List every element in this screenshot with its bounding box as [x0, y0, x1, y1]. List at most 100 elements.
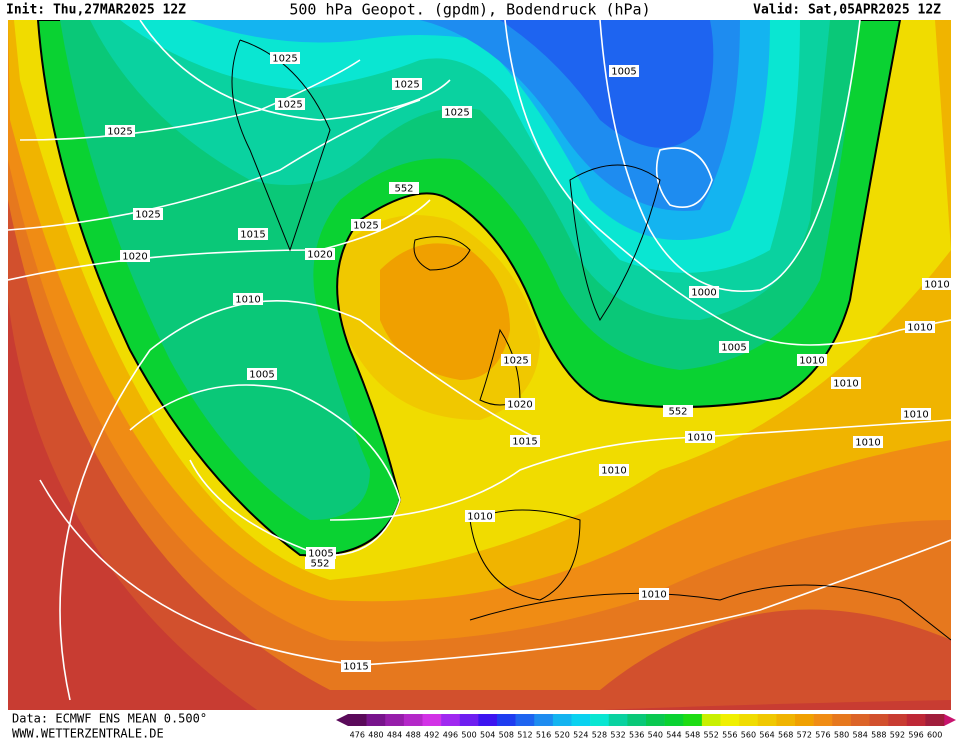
data-source: Data: ECMWF ENS MEAN 0.500°	[12, 712, 207, 726]
scale-swatch	[850, 714, 870, 726]
contour-label: 1025	[272, 54, 297, 65]
africa-coast	[469, 584, 951, 641]
scale-label: 572	[797, 731, 812, 740]
scale-label: 560	[741, 731, 756, 740]
contour-label: 1005	[721, 343, 746, 354]
contour-label: 1010	[687, 433, 712, 444]
scale-label: 520	[555, 731, 570, 740]
label-box	[719, 341, 749, 353]
label-box	[270, 52, 300, 64]
label-box	[685, 431, 715, 443]
label-box	[831, 377, 861, 389]
scale-swatch	[348, 714, 367, 726]
contour-label: 1010	[907, 323, 932, 334]
scale-swatch	[869, 714, 889, 726]
scale-swatch	[478, 714, 498, 726]
scale-arrow-high	[944, 714, 956, 726]
scale-label: 540	[648, 731, 663, 740]
contour-label: 1025	[107, 127, 132, 138]
contour-label: 1025	[135, 210, 160, 221]
scale-label: 600	[927, 731, 942, 740]
label-box	[306, 547, 336, 559]
scale-swatch	[385, 714, 405, 726]
scale-swatch	[608, 714, 628, 726]
scale-swatch	[441, 714, 461, 726]
scale-label: 596	[908, 731, 923, 740]
label-box	[510, 435, 540, 447]
contour-label: 1025	[444, 108, 469, 119]
scale-label: 508	[499, 731, 514, 740]
isobar	[129, 384, 401, 557]
label-box	[609, 65, 639, 77]
valid-time: Valid: Sat,05APR2025 12Z	[753, 3, 941, 18]
label-box	[901, 408, 931, 420]
scale-label: 548	[685, 731, 700, 740]
contour-label: 1010	[601, 466, 626, 477]
scale-swatch	[515, 714, 535, 726]
label-box	[238, 228, 268, 240]
coastlines	[231, 39, 951, 641]
scale-swatch	[534, 714, 554, 726]
isobar	[19, 59, 361, 141]
contour-label: 1005	[308, 549, 333, 560]
isobar	[139, 20, 451, 121]
contour-label: 552	[394, 184, 413, 195]
scale-swatch	[832, 714, 852, 726]
scale-label: 584	[853, 731, 868, 740]
scale-label: 568	[778, 731, 793, 740]
label-box	[465, 510, 495, 522]
label-box	[922, 278, 951, 290]
scale-swatch	[925, 714, 945, 726]
scale-swatch	[422, 714, 442, 726]
contour-label: 1020	[307, 250, 332, 261]
scale-label: 580	[834, 731, 849, 740]
scale-swatch	[683, 714, 703, 726]
scale-swatch	[739, 714, 759, 726]
scale-swatch	[888, 714, 908, 726]
scale-label: 576	[815, 731, 830, 740]
label-box	[599, 464, 629, 476]
greenland-coast	[231, 39, 331, 252]
label-box	[305, 248, 335, 260]
init-time: Init: Thu,27MAR2025 12Z	[6, 3, 186, 18]
scale-swatch	[571, 714, 591, 726]
scale-label: 592	[890, 731, 905, 740]
scale-swatch	[497, 714, 516, 726]
label-box	[905, 321, 935, 333]
header-bar	[0, 0, 959, 19]
field	[380, 243, 510, 380]
label-box	[853, 436, 883, 448]
scale-label: 556	[722, 731, 737, 740]
contour-label: 1005	[249, 370, 274, 381]
contour-label: 1015	[343, 662, 368, 673]
scale-swatch	[795, 714, 814, 726]
label-box	[305, 557, 335, 569]
isobar	[59, 299, 541, 701]
contour-label: 1020	[122, 252, 147, 263]
contour-label: 1015	[512, 437, 537, 448]
contour-label: 1010	[235, 295, 260, 306]
color-scale: 476 480 484 488 492 496 500 504 508 512 516 520 524 5…	[348, 714, 945, 740]
scale-label: 552	[704, 731, 719, 740]
contour-label: 1010	[924, 280, 949, 291]
scale-swatch	[366, 714, 386, 726]
label-box	[689, 286, 719, 298]
scale-label: 480	[368, 731, 383, 740]
scale-label: 516	[536, 731, 551, 740]
label-box	[663, 405, 693, 417]
label-box	[275, 98, 305, 110]
label-box	[120, 250, 150, 262]
scale-label: 536	[629, 731, 644, 740]
contour-label: 1000	[691, 288, 716, 299]
scandinavia-coast	[569, 164, 661, 321]
iberia-coast	[469, 509, 581, 601]
isobar	[655, 147, 713, 208]
contour-label: 1010	[467, 512, 492, 523]
scale-label: 504	[480, 731, 495, 740]
scale-swatch	[590, 714, 610, 726]
contour-label: 1010	[903, 410, 928, 421]
label-box	[233, 293, 263, 305]
label-box	[341, 660, 371, 672]
